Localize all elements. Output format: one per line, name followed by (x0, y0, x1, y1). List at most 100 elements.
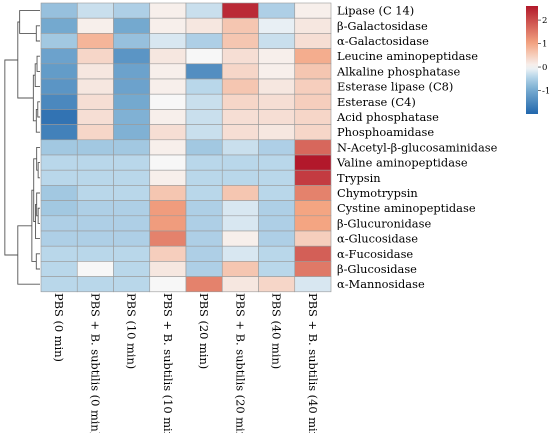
heatmap-cell (185, 154, 223, 171)
heatmap-cell (40, 215, 78, 232)
dendrogram-branch (37, 101, 40, 118)
column-label: PBS + B. subtilis (40 min) (306, 293, 320, 433)
heatmap-cell (294, 185, 332, 201)
heatmap-cell (221, 261, 259, 277)
row-label: Alkaline phosphatase (336, 64, 461, 78)
colorbar-tick-label: 2 (542, 16, 547, 26)
row-label: α-Mannosidase (337, 277, 425, 291)
heatmap-cell (40, 139, 78, 156)
heatmap-cell (185, 245, 223, 262)
heatmap-cell (294, 200, 332, 217)
heatmap-cell (149, 93, 187, 110)
heatmap-cell (221, 93, 259, 110)
dendrogram-branch (19, 10, 40, 34)
heatmap-cell (113, 93, 151, 110)
heatmap-cell (76, 276, 114, 293)
heatmap-cell (113, 139, 151, 156)
heatmap-cell (221, 2, 259, 19)
heatmap-cell (258, 33, 296, 49)
row-label: Acid phosphatase (336, 110, 439, 124)
heatmap-cell (294, 154, 332, 171)
heatmap-cell (76, 245, 114, 262)
heatmap-cell (258, 276, 296, 293)
heatmap-cell (40, 124, 78, 141)
heatmap-cell (40, 33, 78, 49)
heatmap-cells (40, 2, 332, 293)
heatmap-cell (294, 109, 332, 125)
heatmap-cell (185, 63, 223, 80)
heatmap-cell (294, 169, 332, 186)
heatmap-cell (294, 78, 332, 95)
heatmap-cell (76, 154, 114, 171)
heatmap-cell (258, 230, 296, 247)
heatmap-cell (149, 2, 187, 19)
heatmap-cell (76, 63, 114, 80)
column-label: PBS (0 min) (52, 293, 66, 362)
row-label: α-Glucosidase (337, 232, 418, 246)
heatmap-cell (149, 261, 187, 277)
heatmap-cell (76, 109, 114, 125)
heatmap-cell (113, 78, 151, 95)
heatmap-cell (221, 215, 259, 232)
heatmap-cell (185, 169, 223, 186)
heatmap-cell (258, 200, 296, 217)
heatmap-cell (113, 109, 151, 125)
column-label: PBS (10 min) (125, 293, 139, 369)
heatmap-cell (76, 230, 114, 247)
heatmap-cell (185, 2, 223, 19)
heatmap-cell (221, 139, 259, 156)
heatmap-cell (294, 48, 332, 65)
heatmap-cell (149, 169, 187, 186)
heatmap-cell (258, 169, 296, 186)
heatmap-cell (294, 17, 332, 34)
heatmap-cell (76, 48, 114, 65)
row-label: N-Acetyl-β-glucosaminidase (337, 140, 498, 154)
heatmap-cell (258, 63, 296, 80)
row-label: β-Glucosidase (337, 262, 417, 276)
heatmap-cell (185, 78, 223, 95)
heatmap-cell (294, 230, 332, 247)
dendrogram-branch (4, 59, 18, 256)
heatmap-cell (113, 261, 151, 277)
heatmap-cell (113, 33, 151, 49)
heatmap-cell (185, 261, 223, 277)
heatmap-cell (149, 200, 187, 217)
heatmap-cell (149, 185, 187, 201)
row-label: β-Galactosidase (337, 19, 428, 33)
heatmap-cell (221, 169, 259, 186)
heatmap-cell (149, 48, 187, 65)
heatmap-cell (149, 154, 187, 171)
row-label: Valine aminopeptidase (336, 156, 468, 170)
heatmap-cell (113, 17, 151, 34)
row-label: Phosphoamidase (337, 125, 434, 139)
heatmap-cell (149, 78, 187, 95)
heatmap-cell (40, 230, 78, 247)
colorbar-tick-label: 0 (542, 63, 547, 73)
heatmap-cell (294, 2, 332, 19)
row-label: Leucine aminopeptidase (337, 49, 478, 63)
row-dendrogram (4, 10, 40, 285)
heatmap-cell (113, 63, 151, 80)
heatmap-cell (258, 261, 296, 277)
row-label: Chymotrypsin (337, 186, 418, 200)
heatmap-cell (149, 124, 187, 141)
heatmap-cell (221, 17, 259, 34)
row-label: Lipase (C 14) (337, 4, 414, 18)
heatmap-cell (76, 17, 114, 34)
column-label: PBS (40 min) (270, 293, 284, 369)
dendrogram-branch (36, 55, 40, 72)
column-label: PBS + B. subtilis (10 min) (161, 293, 175, 433)
heatmap-cell (294, 215, 332, 232)
heatmap-cell (221, 230, 259, 247)
dendrogram-branch (37, 162, 40, 179)
heatmap-cell (221, 109, 259, 125)
heatmap-cell (258, 78, 296, 95)
dendrogram-branch (35, 25, 40, 42)
heatmap-cell (149, 63, 187, 80)
column-labels: PBS (0 min) PBS + B. subtilis (0 min) PBS … (52, 293, 320, 433)
heatmap-cell (113, 169, 151, 186)
heatmap-cell (40, 63, 78, 80)
heatmap-cell (149, 276, 187, 293)
heatmap-cell (40, 169, 78, 186)
